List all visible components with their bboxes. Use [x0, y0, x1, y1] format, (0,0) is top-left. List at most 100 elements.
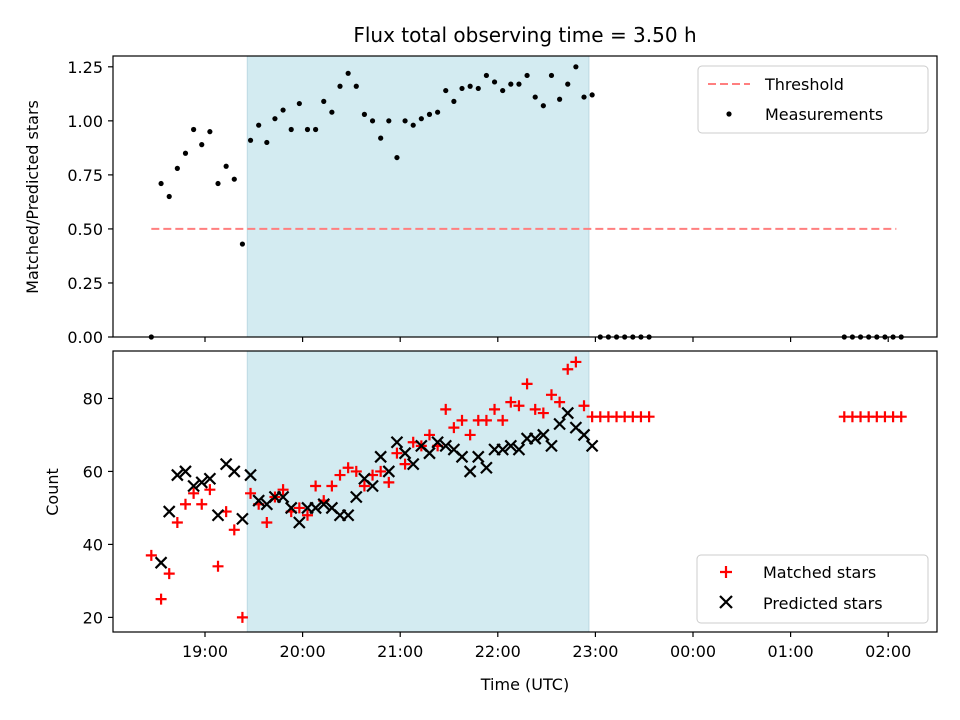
measurement-point — [394, 154, 400, 161]
top-y-axis-label: Matched/Predicted stars — [23, 100, 42, 294]
legend-matched-label: Matched stars — [763, 563, 876, 582]
matched-star-point — [293, 502, 305, 514]
measurement-point — [191, 126, 197, 133]
bottom-y-tick-label: 40 — [83, 535, 103, 554]
measurement-point — [215, 180, 221, 187]
measurement-point — [158, 180, 164, 187]
x-tick-label: 22:00 — [475, 642, 521, 661]
bottom-legend-box — [696, 554, 929, 624]
top-y-tick-label: 1.25 — [67, 58, 103, 77]
x-tick-label: 21:00 — [377, 642, 423, 661]
measurement-point — [573, 64, 579, 70]
measurement-point — [532, 94, 538, 100]
measurement-point — [426, 111, 433, 117]
matched-star-point — [505, 396, 517, 408]
measurement-point — [557, 96, 563, 102]
matched-star-point — [383, 476, 395, 488]
predicted-star-point — [472, 450, 485, 464]
matched-star-point — [391, 447, 403, 459]
predicted-star-point — [439, 439, 453, 453]
measurement-point — [565, 81, 571, 87]
measurement-point — [386, 118, 392, 124]
x-tick-label: 02:00 — [865, 642, 911, 661]
measurement-point — [500, 87, 506, 94]
top-panel: 0.00 0.25 0.50 0.75 1.00 1.25 Matched/Predict… — [23, 55, 938, 347]
measurement-point — [199, 142, 205, 148]
chart-title: Flux total observing time = 3.50 h — [353, 23, 696, 47]
top-y-tick-label: 0.75 — [67, 166, 103, 185]
predicted-star-point — [390, 435, 404, 449]
measurement-point — [435, 109, 441, 115]
measurement-point — [288, 126, 294, 133]
measurement-point — [459, 85, 465, 92]
predicted-star-point — [480, 461, 493, 475]
measurement-point — [353, 83, 359, 89]
predicted-star-point — [179, 465, 192, 478]
bottom-legend: Matched stars Predicted stars — [696, 554, 929, 624]
matched-star-point — [375, 465, 387, 477]
measurement-point — [329, 109, 335, 115]
matched-star-point — [245, 487, 257, 499]
matched-star-point — [196, 498, 208, 510]
predicted-star-point — [553, 417, 566, 431]
matched-star-point — [570, 356, 582, 368]
measurement-point — [313, 126, 319, 133]
predicted-star-point — [341, 508, 355, 522]
bottom-y-tick-label: 60 — [83, 462, 103, 481]
x-axis-label: Time (UTC) — [480, 675, 569, 694]
top-y-tick-label: 0.25 — [67, 274, 103, 293]
measurement-point — [223, 163, 229, 169]
matched-star-point — [277, 484, 289, 496]
measurement-point — [345, 70, 351, 76]
matched-star-point — [497, 414, 509, 426]
matched-star-point — [399, 458, 411, 470]
measurement-point — [264, 139, 270, 146]
measurement-point — [508, 81, 514, 87]
predicted-star-point — [463, 465, 477, 478]
matched-star-point — [562, 363, 574, 375]
matched-star-point — [204, 484, 216, 496]
measurement-point — [166, 193, 172, 200]
predicted-star-point — [374, 450, 387, 464]
matched-star-point — [212, 560, 224, 572]
bottom-y-axis-label: Count — [43, 468, 62, 516]
predicted-star-point — [293, 516, 306, 529]
matched-star-point — [513, 400, 525, 412]
measurement-point — [369, 118, 376, 124]
measurement-point — [524, 72, 530, 79]
measurement-point — [548, 72, 555, 79]
measurement-point — [589, 92, 595, 98]
predicted-star-point — [561, 406, 575, 420]
matched-star-point — [464, 429, 476, 441]
predicted-star-point — [284, 501, 298, 515]
top-y-tick-label: 0.00 — [67, 328, 103, 347]
measurement-point — [337, 83, 343, 89]
predicted-star-point — [203, 472, 217, 486]
predicted-star-point — [537, 428, 550, 442]
measurement-point — [491, 79, 498, 85]
matched-star-point — [155, 593, 167, 605]
bottom-y-tick-label: 80 — [83, 389, 103, 408]
predicted-star-point — [187, 479, 200, 493]
predicted-star-point — [406, 457, 420, 471]
measurement-point — [418, 116, 424, 122]
measurement-point — [475, 85, 481, 92]
measurement-point — [451, 98, 457, 104]
measurement-point — [280, 107, 286, 113]
matched-star-point — [358, 480, 370, 492]
predicted-star-point — [154, 556, 168, 569]
matched-star-point — [326, 480, 338, 492]
top-legend: Threshold Measurements — [697, 65, 929, 134]
measurement-point — [378, 135, 384, 141]
matched-star-point — [188, 487, 200, 499]
top-y-tick-label: 0.50 — [67, 220, 103, 239]
matched-star-point — [521, 378, 533, 390]
matched-star-point — [529, 403, 541, 415]
legend-predicted-label: Predicted stars — [763, 594, 883, 613]
top-legend-box — [697, 65, 929, 134]
measurement-point — [304, 126, 311, 133]
measurement-point — [321, 98, 327, 104]
bottom-y-tick-label: 20 — [83, 608, 103, 627]
predicted-star-point — [398, 446, 412, 460]
